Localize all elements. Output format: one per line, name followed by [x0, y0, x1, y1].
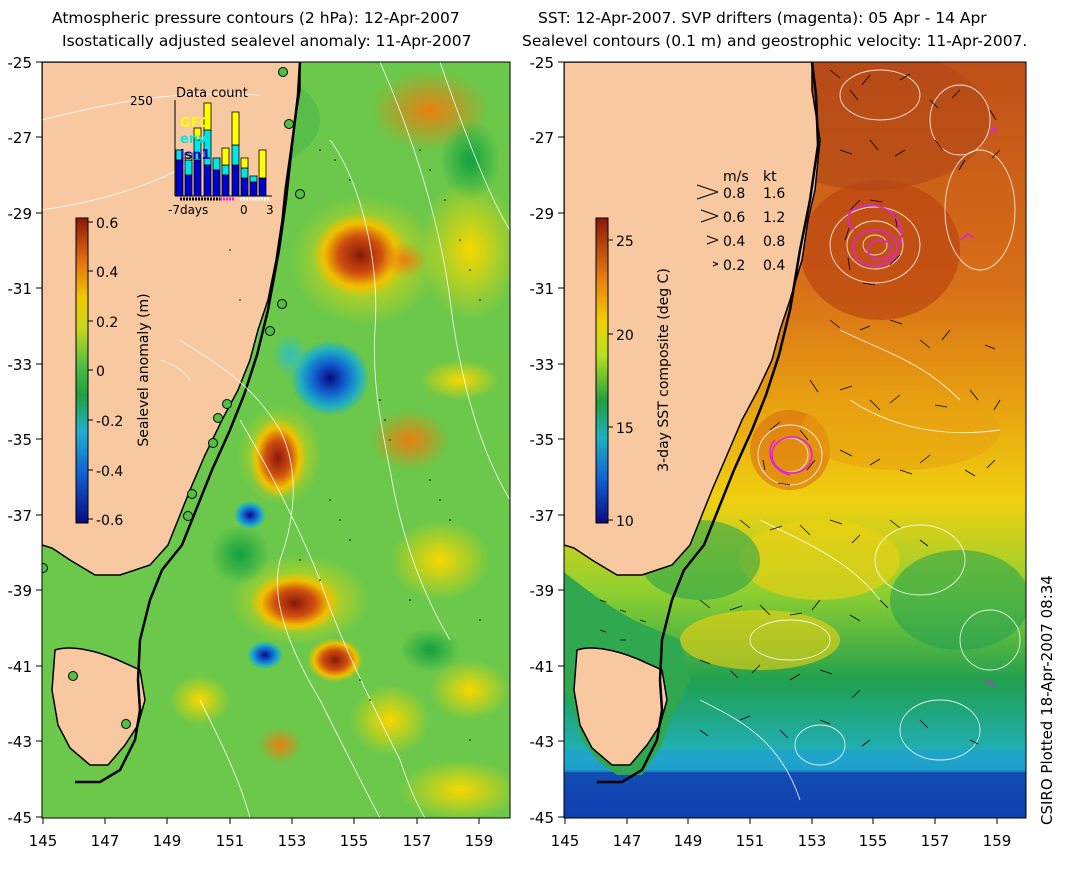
right-colorbar-label: 3-day SST composite (deg C) — [656, 268, 672, 472]
lat-label: -41 — [8, 658, 33, 676]
inset-xlabel: -7days — [168, 203, 208, 217]
lon-label: 153 — [798, 832, 827, 850]
lon-label: 145 — [551, 832, 580, 850]
left-map-panel — [42, 62, 510, 818]
lon-label: 151 — [736, 832, 765, 850]
lon-label: 149 — [153, 832, 182, 850]
lon-label: 149 — [674, 832, 703, 850]
lat-label: -45 — [8, 809, 33, 827]
right-lon-labels: 145 147 149 151 153 155 157 159 — [551, 832, 1012, 850]
inset-title: Data count — [176, 86, 248, 101]
lat-label: -39 — [530, 582, 555, 600]
velocity-header-ms: m/s — [723, 169, 749, 185]
velocity-arrow-06 — [700, 209, 719, 223]
lat-label: -35 — [530, 431, 555, 449]
right-colorbar: 25 20 15 10 3-day SST composite (deg C) — [595, 217, 672, 530]
left-title-line1: Atmospheric pressure contours (2 hPa): 1… — [52, 9, 460, 27]
right-lat-labels: -25 -27 -29 -31 -33 -35 -37 -39 -41 -43 … — [530, 54, 555, 827]
lon-label: 159 — [465, 832, 494, 850]
velocity-kt: 1.6 — [763, 186, 785, 202]
right-colorbar-tick: 15 — [616, 421, 634, 437]
left-colorbar-tick: 0.4 — [96, 265, 118, 281]
lat-label: -25 — [8, 54, 33, 72]
left-lon-labels: 145 147 149 151 153 155 157 159 — [29, 832, 494, 850]
velocity-arrow-02 — [712, 261, 719, 267]
lon-label: 159 — [983, 832, 1012, 850]
right-title-line1: SST: 12-Apr-2007. SVP drifters (magenta)… — [538, 9, 987, 27]
left-colorbar-tick: 0.6 — [96, 216, 118, 232]
left-colorbar-tick: 0 — [96, 364, 105, 380]
tide-gauge-markers — [42, 67, 305, 729]
left-colorbar-tick: 0.2 — [96, 315, 118, 331]
lat-label: -39 — [8, 582, 33, 600]
lat-label: -29 — [530, 205, 555, 223]
lat-label: -27 — [8, 129, 33, 147]
lon-label: 147 — [613, 832, 642, 850]
lat-label: -43 — [530, 733, 555, 751]
lat-label: -29 — [8, 205, 33, 223]
velocity-legend: m/s kt 0.8 1.6 0.6 1.2 0.4 0.8 0.2 0.4 — [696, 169, 785, 274]
left-colorbar-tick: -0.2 — [96, 414, 123, 430]
right-title-line2: Sealevel contours (0.1 m) and geostrophi… — [522, 32, 1028, 50]
lon-label: 155 — [859, 832, 888, 850]
lon-label: 147 — [91, 832, 120, 850]
inset-xlabel: 3 — [266, 203, 274, 217]
axis-ticks — [36, 61, 998, 824]
left-colorbar-tick: -0.4 — [96, 464, 123, 480]
velocity-kt: 0.8 — [763, 234, 785, 250]
velocity-header-kt: kt — [763, 169, 777, 185]
lat-label: -35 — [8, 431, 33, 449]
lat-label: -27 — [530, 129, 555, 147]
left-colorbar: 0.6 0.4 0.2 0 -0.2 -0.4 -0.6 Sealevel an… — [75, 216, 152, 529]
right-colorbar-tick: 20 — [616, 328, 634, 344]
lon-label: 151 — [216, 832, 245, 850]
inset-legend-jsn1: jsn1 — [179, 148, 211, 163]
velocity-arrow-08 — [696, 184, 719, 200]
right-colorbar-tick: 10 — [616, 514, 634, 530]
right-colorbar-tick: 25 — [616, 234, 634, 250]
svp-drifter-tracks — [769, 125, 998, 687]
left-lat-labels: -25 -27 -29 -31 -33 -35 -37 -39 -41 -43 … — [8, 54, 33, 827]
right-map-panel — [564, 62, 1026, 818]
lat-label: -41 — [530, 658, 555, 676]
lon-label: 157 — [403, 832, 432, 850]
lat-label: -45 — [530, 809, 555, 827]
velocity-ms: 0.2 — [723, 258, 745, 274]
lon-label: 157 — [921, 832, 950, 850]
lat-label: -33 — [530, 356, 555, 374]
lon-label: 145 — [29, 832, 58, 850]
velocity-kt: 0.4 — [763, 258, 785, 274]
data-count-inset: Data count 250 -7days 0 3 GFO envi jsn1 — [130, 86, 274, 217]
left-title-line2: Isostatically adjusted sealevel anomaly:… — [62, 32, 472, 50]
lat-label: -37 — [8, 507, 33, 525]
inset-xlabel: 0 — [240, 203, 248, 217]
lat-label: -25 — [530, 54, 555, 72]
left-map-frame — [41, 61, 511, 819]
plot-credit: CSIRO Plotted 18-Apr-2007 08:34 — [1038, 575, 1056, 825]
lat-label: -31 — [530, 280, 555, 298]
velocity-ms: 0.6 — [723, 210, 745, 226]
lon-label: 153 — [278, 832, 307, 850]
lat-label: -37 — [530, 507, 555, 525]
inset-legend-gfo: GFO — [180, 116, 211, 131]
velocity-arrow-04 — [706, 235, 719, 245]
inset-ymax-label: 250 — [130, 94, 153, 108]
left-colorbar-tick: -0.6 — [96, 513, 123, 529]
lat-label: -43 — [8, 733, 33, 751]
lon-label: 155 — [340, 832, 369, 850]
velocity-ms: 0.8 — [723, 186, 745, 202]
lat-label: -31 — [8, 280, 33, 298]
lat-label: -33 — [8, 356, 33, 374]
velocity-kt: 1.2 — [763, 210, 785, 226]
left-colorbar-label: Sealevel anomaly (m) — [136, 293, 152, 446]
inset-legend-envi: envi — [180, 132, 211, 147]
right-map-frame — [563, 61, 1027, 819]
velocity-ms: 0.4 — [723, 234, 745, 250]
